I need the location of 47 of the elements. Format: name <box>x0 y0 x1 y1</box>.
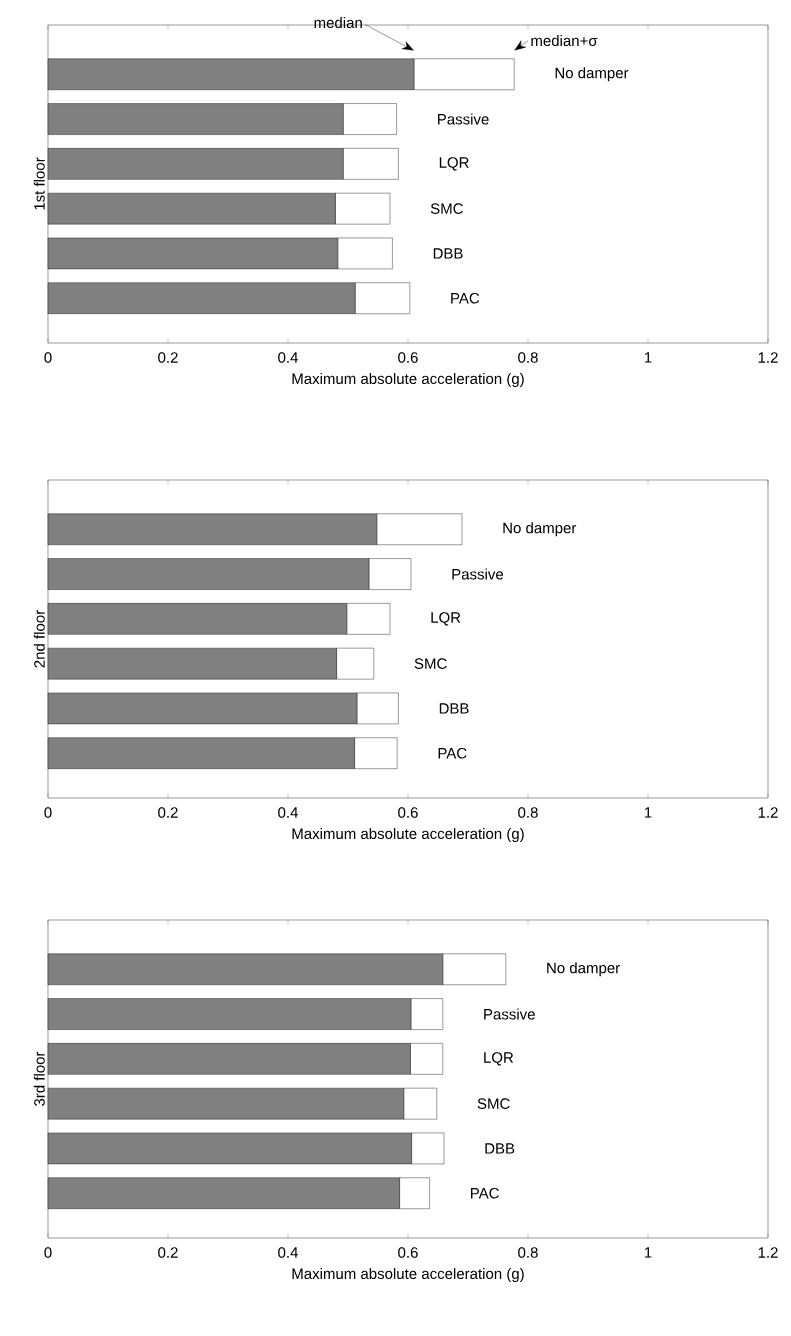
x-tick-label: 1.2 <box>758 807 778 818</box>
x-tick-label: 0.6 <box>398 807 418 818</box>
y-tick-label: LQR <box>431 612 461 626</box>
y-tick-label: Passive <box>484 1008 535 1020</box>
x-tick-label: 0.8 <box>518 1247 538 1258</box>
y-tick-label: DBB <box>485 1143 515 1154</box>
x-axis-title: Maximum absolute acceleration (g) <box>292 373 524 387</box>
x-tick-label: 0.4 <box>278 1247 298 1258</box>
y-tick-label: Passive <box>452 568 504 580</box>
x-tick-label: 0.8 <box>518 352 538 363</box>
y-tick-label: DBB <box>433 248 463 259</box>
y-axis-title: 2nd floor <box>33 610 45 668</box>
x-tick-label: 0.4 <box>278 807 298 818</box>
y-tick-label: LQR <box>484 1052 514 1066</box>
x-tick-label: 0.2 <box>158 807 178 818</box>
y-tick-label: PAC <box>438 747 467 759</box>
y-tick-label: LQR <box>439 157 469 171</box>
y-tick-label: PAC <box>451 292 480 304</box>
x-tick-label: 1 <box>644 1247 652 1258</box>
y-tick-label: No damper <box>555 67 629 82</box>
x-tick-label: 0 <box>44 1247 52 1258</box>
x-tick-label: 0.2 <box>158 352 178 363</box>
x-tick-label: 1 <box>644 807 652 818</box>
y-axis-title: 1st floor <box>33 157 45 210</box>
annotation: median+σ <box>531 35 598 47</box>
x-tick-label: 0.8 <box>518 807 538 818</box>
x-tick-label: 1 <box>644 352 652 363</box>
x-axis-title: Maximum absolute acceleration (g) <box>292 1268 524 1282</box>
x-tick-label: 1.2 <box>758 352 778 363</box>
x-tick-label: 0 <box>44 807 52 818</box>
x-tick-label: 0.4 <box>278 352 298 363</box>
y-tick-label: No damper <box>503 522 577 537</box>
y-tick-label: Passive <box>438 113 489 125</box>
x-axis-title: Maximum absolute acceleration (g) <box>292 828 524 842</box>
y-tick-label: PAC <box>471 1187 499 1199</box>
x-tick-label: 1.2 <box>758 1247 778 1258</box>
annotation: median <box>314 17 362 29</box>
x-tick-label: 0.6 <box>398 1247 418 1258</box>
y-tick-label: SMC <box>477 1098 510 1109</box>
x-tick-label: 0.6 <box>398 352 418 363</box>
x-tick-label: 0 <box>44 352 52 363</box>
y-tick-label: SMC <box>414 658 447 669</box>
y-axis-title: 3rd floor <box>33 1051 45 1106</box>
y-tick-label: DBB <box>439 703 469 714</box>
y-tick-label: No damper <box>547 962 620 977</box>
x-tick-label: 0.2 <box>158 1247 178 1258</box>
y-tick-label: SMC <box>430 203 463 214</box>
